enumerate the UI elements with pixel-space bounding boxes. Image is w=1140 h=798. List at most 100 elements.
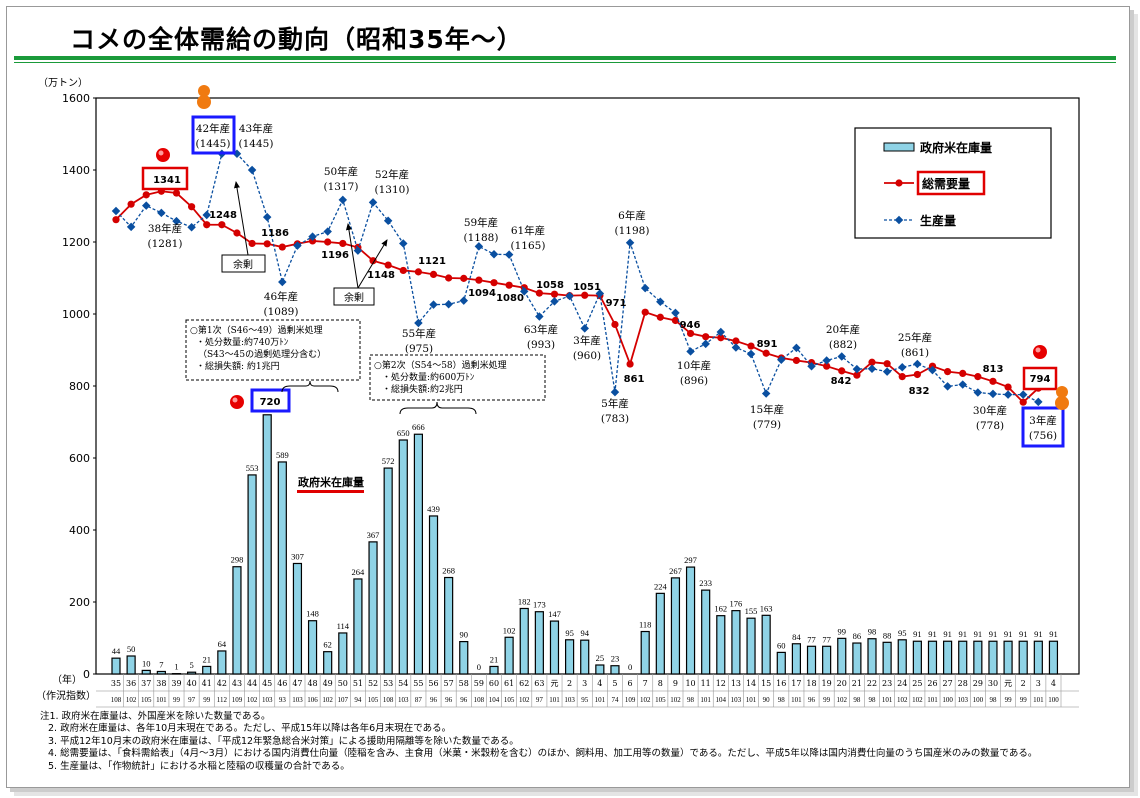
x-tick-label: 10 bbox=[685, 679, 695, 688]
demand-point bbox=[747, 342, 755, 350]
x-tick-label: 23 bbox=[882, 679, 892, 688]
demand-point bbox=[188, 203, 196, 211]
production-point bbox=[595, 289, 605, 298]
demand-point bbox=[505, 281, 513, 289]
production-point bbox=[172, 216, 181, 226]
production-point bbox=[852, 364, 862, 374]
bar-value-label: 91 bbox=[913, 629, 922, 639]
x-tick-label: 58 bbox=[459, 679, 469, 688]
bar-value-label: 50 bbox=[127, 644, 136, 654]
stock-bar bbox=[353, 578, 363, 675]
x-tick-label: 15 bbox=[761, 679, 771, 688]
x-tick-label: 3 bbox=[582, 679, 587, 688]
production-label-year: 52年産 bbox=[375, 168, 409, 181]
stock-bar bbox=[187, 671, 197, 675]
production-point bbox=[414, 318, 423, 328]
crop-index-label: 109 bbox=[625, 696, 636, 704]
bar-value-label: 84 bbox=[792, 632, 801, 642]
demand-point bbox=[641, 308, 649, 316]
production-point bbox=[338, 195, 348, 205]
demand-point bbox=[233, 229, 241, 237]
stock-bar bbox=[640, 630, 650, 675]
bar-value-label: 91 bbox=[1004, 629, 1013, 639]
demand-point bbox=[838, 367, 846, 375]
production-point bbox=[686, 347, 695, 356]
bar-value-label: 21 bbox=[490, 654, 499, 664]
production-point bbox=[716, 327, 726, 337]
bar-value-label: 233 bbox=[699, 578, 712, 588]
crop-index-label: 108 bbox=[474, 696, 485, 704]
demand-point bbox=[490, 279, 498, 287]
crop-index-label: 98 bbox=[869, 696, 877, 704]
highlight-box-720 bbox=[250, 388, 291, 413]
production-label-year: 50年産 bbox=[324, 165, 358, 178]
surplus-arrow bbox=[357, 239, 388, 289]
bar-value-label: 148 bbox=[306, 609, 319, 619]
surplus-box bbox=[221, 254, 266, 273]
production-point bbox=[867, 364, 877, 373]
stock-bar bbox=[126, 655, 136, 675]
demand-point bbox=[913, 370, 921, 379]
x-tick-label: 5 bbox=[612, 679, 617, 688]
production-label-value: (756) bbox=[1029, 430, 1057, 442]
x-tick-label: 55 bbox=[413, 679, 423, 688]
stock-bar bbox=[791, 643, 802, 675]
bar-value-label: 7 bbox=[159, 659, 163, 669]
bar-value-label: 60 bbox=[777, 640, 786, 650]
stock-bar bbox=[852, 642, 862, 675]
crop-index-label: 96 bbox=[460, 696, 468, 704]
production-point bbox=[550, 297, 559, 306]
stock-bar bbox=[1003, 640, 1013, 675]
disposal-1-line: （S43～45の過剰処理分含む） bbox=[198, 348, 326, 360]
stock-bar bbox=[549, 620, 560, 675]
demand-point bbox=[853, 371, 861, 379]
demand-point bbox=[535, 289, 543, 297]
legend-label-stock: 政府米在庫量 bbox=[920, 140, 992, 155]
production-point bbox=[731, 343, 741, 352]
production-label-value: (993) bbox=[527, 339, 555, 351]
bar-value-label: 95 bbox=[565, 628, 574, 638]
demand-point bbox=[278, 243, 286, 251]
crop-index-label: 98 bbox=[687, 696, 695, 704]
stock-bar bbox=[731, 610, 741, 675]
stock-bar bbox=[156, 670, 166, 675]
red-pin-icon bbox=[156, 148, 170, 162]
stock-bar bbox=[459, 640, 469, 675]
bar-value-label: 298 bbox=[231, 555, 244, 565]
demand-point bbox=[384, 261, 392, 269]
stock-bar bbox=[670, 577, 681, 675]
demand-label: 1121 bbox=[418, 256, 446, 267]
production-label-value: (1317) bbox=[324, 181, 359, 193]
stock-bar bbox=[701, 589, 711, 675]
x-tick-label: 46 bbox=[277, 679, 287, 688]
stock-bar bbox=[141, 669, 151, 675]
x-tick-label: 54 bbox=[398, 679, 408, 688]
stock-bar bbox=[610, 665, 620, 675]
bar-value-label: 25 bbox=[596, 653, 605, 663]
stock-bar bbox=[277, 461, 287, 675]
title-divider bbox=[14, 56, 1116, 60]
bar-value-label: 91 bbox=[989, 629, 998, 639]
y-tick-label: 0 bbox=[83, 668, 90, 681]
stock-bar bbox=[202, 665, 212, 675]
x-tick-label: 60 bbox=[489, 679, 499, 688]
bar-value-label: 267 bbox=[669, 566, 682, 576]
y-tick-label: 1200 bbox=[62, 236, 90, 249]
x-tick-label: 35 bbox=[111, 679, 121, 688]
bar-value-label: 10 bbox=[142, 658, 151, 668]
stock-bar bbox=[504, 636, 514, 675]
x-tick-label: 22 bbox=[867, 679, 877, 688]
stock-bar bbox=[232, 566, 242, 675]
production-point bbox=[913, 359, 922, 369]
surplus-label: 余剰 bbox=[233, 258, 253, 271]
crop-index-label: 87 bbox=[415, 696, 423, 704]
disposal-box-2 bbox=[369, 354, 546, 401]
bar-value-label: 91 bbox=[974, 629, 983, 639]
production-point bbox=[323, 227, 332, 236]
crop-index-label: 102 bbox=[640, 696, 651, 704]
highlight-box-r3 bbox=[1021, 406, 1065, 448]
production-point bbox=[1003, 390, 1013, 399]
x-tick-label: 57 bbox=[444, 679, 454, 688]
demand-label: 861 bbox=[624, 374, 645, 385]
production-label-year: 3年産 bbox=[1029, 414, 1057, 427]
